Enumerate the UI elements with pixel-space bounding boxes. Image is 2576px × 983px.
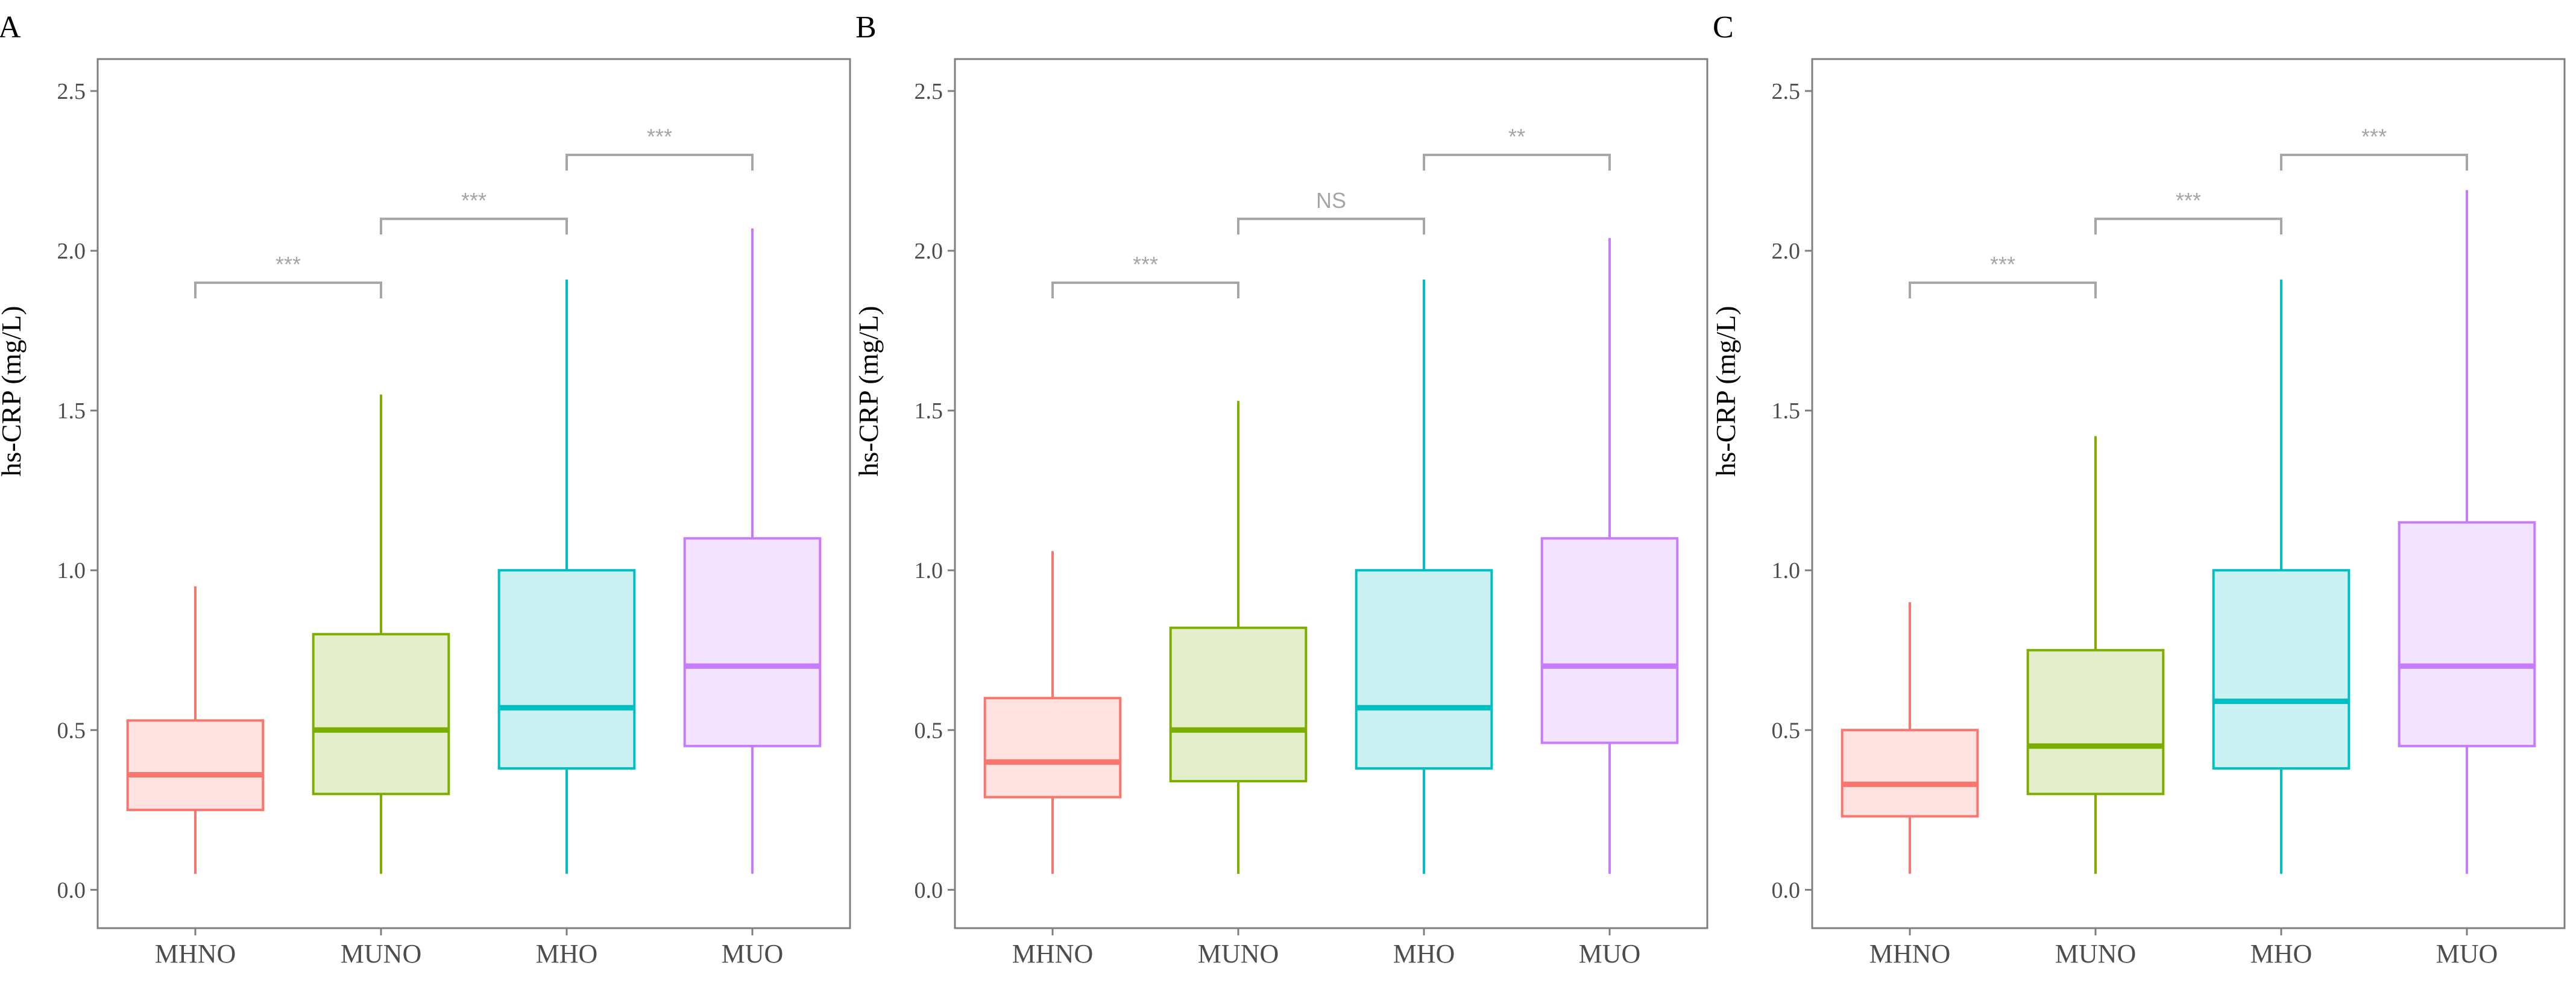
significance-bracket: *** <box>2280 124 2468 171</box>
iqr-box <box>683 537 822 747</box>
x-tick-label: MHO <box>536 939 598 969</box>
x-tick-label: MUNO <box>1198 939 1279 969</box>
plot-frame <box>954 58 1708 929</box>
y-tick-label: 0.0 <box>1772 878 1801 903</box>
x-tick-label: MUO <box>722 939 784 969</box>
iqr-box <box>497 569 636 770</box>
significance-label: NS <box>1316 188 1346 213</box>
box-mhno <box>983 551 1122 874</box>
bracket-line <box>1909 281 2097 299</box>
bracket-line <box>1051 281 1239 299</box>
significance-label: *** <box>2176 188 2201 213</box>
y-tick-label: 0.0 <box>57 878 86 903</box>
iqr-box <box>2212 569 2351 770</box>
y-tick-label: 1.0 <box>1772 558 1801 583</box>
significance-label: *** <box>647 124 672 149</box>
significance-bracket: *** <box>194 252 382 299</box>
panel-label: B <box>855 10 877 45</box>
box-mho <box>2212 279 2351 874</box>
panel-label: A <box>0 10 21 45</box>
y-tick-label: 2.0 <box>57 239 86 264</box>
iqr-box <box>2026 649 2165 796</box>
significance-bracket: *** <box>1051 252 1239 299</box>
box-muo <box>2398 190 2536 874</box>
significance-bracket: *** <box>1909 252 2097 299</box>
iqr-box <box>312 633 450 796</box>
y-tick-label: 0.5 <box>1772 718 1801 743</box>
box-muno <box>2026 436 2165 874</box>
box-mhno <box>1841 602 1979 874</box>
box-muo <box>1540 237 1679 874</box>
panel-a: Ahs-CRP (mg/L) 0.0 0.5 1.0 1.5 2.0 2.5 MHNO MUNO… <box>0 10 851 969</box>
panel-b: Bhs-CRP (mg/L) 0.0 0.5 1.0 1.5 2.0 2.5 MHNO MUNO… <box>853 10 1708 969</box>
significance-label: *** <box>1133 252 1158 277</box>
box-mho <box>1355 279 1493 874</box>
significance-label: *** <box>2361 124 2387 149</box>
bracket-line <box>2094 218 2282 235</box>
x-tick-label: MHNO <box>1012 939 1093 969</box>
panel-label: C <box>1713 10 1734 45</box>
y-tick-label: 2.0 <box>915 239 943 264</box>
iqr-box <box>1841 729 1979 818</box>
significance-label: *** <box>276 252 301 277</box>
box-mhno <box>126 586 265 874</box>
significance-bracket: *** <box>380 188 568 235</box>
x-tick-label: MHO <box>1393 939 1455 969</box>
y-tick-label: 1.5 <box>57 398 86 424</box>
x-tick-label: MUNO <box>2055 939 2136 969</box>
y-tick-label: 1.0 <box>915 558 943 583</box>
bracket-line <box>2280 154 2468 171</box>
y-tick-label: 2.5 <box>57 79 86 104</box>
box-mho <box>497 279 636 874</box>
y-axis-label: hs-CRP (mg/L) <box>1710 306 1741 476</box>
y-tick-label: 0.5 <box>57 718 86 743</box>
box-muo <box>683 228 822 874</box>
significance-bracket: *** <box>2094 188 2282 235</box>
iqr-box <box>2398 521 2536 747</box>
box-muno <box>312 394 450 874</box>
bracket-line <box>565 154 754 171</box>
x-tick-label: MHNO <box>1869 939 1950 969</box>
significance-label: ** <box>1508 124 1525 149</box>
y-tick-label: 2.0 <box>1772 239 1801 264</box>
plot-frame <box>1811 58 2566 929</box>
bracket-line <box>380 218 568 235</box>
x-tick-label: MHNO <box>155 939 236 969</box>
y-tick-label: 1.0 <box>57 558 86 583</box>
bracket-line <box>1237 218 1425 235</box>
y-tick-label: 1.5 <box>915 398 943 424</box>
bracket-line <box>1423 154 1611 171</box>
plot-frame <box>96 58 851 929</box>
significance-label: *** <box>461 188 487 213</box>
bracket-line <box>194 281 382 299</box>
x-tick-label: MUO <box>1579 939 1641 969</box>
iqr-box <box>1355 569 1493 770</box>
panel-c: Chs-CRP (mg/L) 0.0 0.5 1.0 1.5 2.0 2.5 MHNO MUNO… <box>1710 10 2566 969</box>
y-axis-label: hs-CRP (mg/L) <box>853 306 884 476</box>
significance-bracket: NS <box>1237 188 1425 235</box>
significance-bracket: ** <box>1423 124 1611 171</box>
x-tick-label: MUO <box>2436 939 2498 969</box>
y-tick-label: 0.5 <box>915 718 943 743</box>
iqr-box <box>1540 537 1679 744</box>
y-tick-label: 2.5 <box>915 79 943 104</box>
x-tick-label: MUNO <box>341 939 421 969</box>
y-axis-label: hs-CRP (mg/L) <box>0 306 27 476</box>
iqr-box <box>1169 626 1308 783</box>
significance-label: *** <box>1990 252 2015 277</box>
iqr-box <box>126 719 265 811</box>
y-tick-label: 0.0 <box>915 878 943 903</box>
x-tick-label: MHO <box>2250 939 2313 969</box>
box-muno <box>1169 401 1308 874</box>
y-tick-label: 1.5 <box>1772 398 1801 424</box>
iqr-box <box>983 697 1122 799</box>
y-tick-label: 2.5 <box>1772 79 1801 104</box>
significance-bracket: *** <box>565 124 754 171</box>
